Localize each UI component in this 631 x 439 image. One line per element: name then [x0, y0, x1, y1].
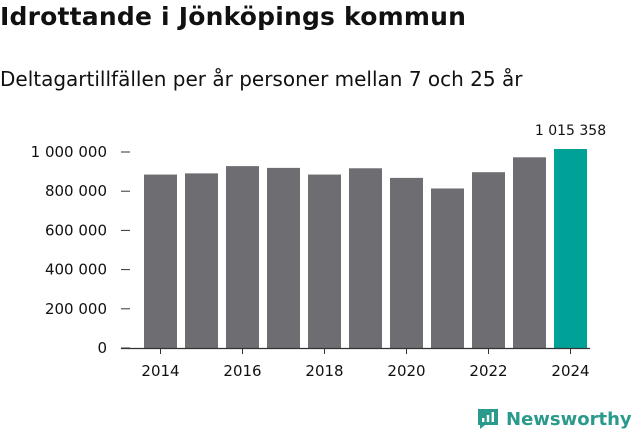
bar	[185, 173, 218, 348]
bar	[513, 157, 546, 348]
y-tick-label: 1 000 000	[31, 143, 107, 161]
x-tick-label: 2020	[387, 362, 425, 380]
y-tick-label: 800 000	[45, 182, 107, 200]
bar	[431, 188, 464, 348]
brand-name: Newsworthy	[506, 408, 631, 430]
bar	[349, 168, 382, 348]
bar	[308, 174, 341, 348]
x-tick-label: 2018	[305, 362, 343, 380]
y-tick-label: 400 000	[45, 261, 107, 279]
y-tick-label: 600 000	[45, 221, 107, 239]
x-tick-label: 2016	[223, 362, 261, 380]
data-label-highlight: 1 015 358	[535, 123, 606, 139]
x-tick-label: 2024	[551, 362, 589, 380]
bar	[267, 167, 300, 348]
bar-highlighted	[554, 149, 587, 348]
newsworthy-logo-icon	[478, 409, 498, 429]
chart-subtitle: Deltagartillfällen per år personer mella…	[0, 67, 523, 91]
bar	[472, 172, 505, 348]
y-tick-label: 200 000	[45, 300, 107, 318]
y-tick-label: 0	[97, 339, 107, 357]
x-tick-label: 2022	[469, 362, 507, 380]
x-tick-label: 2014	[141, 362, 179, 380]
bar	[144, 174, 177, 348]
brand-logo: Newsworthy	[476, 407, 631, 431]
bar	[226, 166, 259, 348]
bar	[390, 177, 423, 348]
chart-title: Idrottande i Jönköpings kommun	[0, 2, 467, 31]
